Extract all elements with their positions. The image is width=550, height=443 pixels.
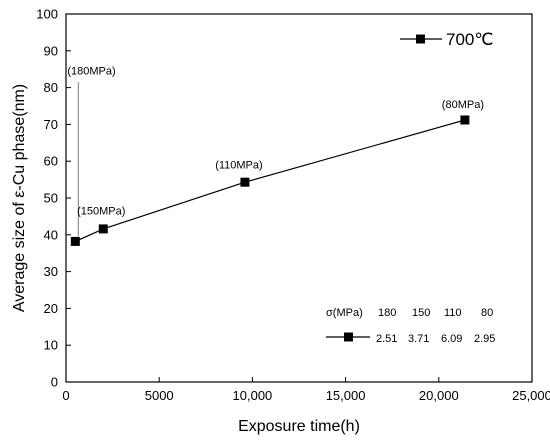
table-row-value: 3.71 [408, 333, 429, 345]
table-header-label: σ(MPa) [326, 307, 363, 319]
data-point-label: (180MPa) [67, 66, 115, 78]
y-tick-label: 100 [36, 7, 58, 22]
y-tick-label: 90 [44, 43, 58, 58]
y-tick-label: 80 [44, 80, 58, 95]
y-tick-label: 70 [44, 117, 58, 132]
x-tick-label: 15,000 [326, 388, 366, 403]
legend-label: 700℃ [446, 30, 493, 49]
x-tick-label: 25,000 [512, 388, 550, 403]
x-axis: 0 5000 10,000 15,000 20,000 25,000 [62, 377, 550, 403]
data-point-label: (150MPa) [77, 206, 125, 218]
data-point [460, 115, 470, 125]
data-point [70, 236, 80, 246]
y-tick-label: 30 [44, 264, 58, 279]
table-header-value: 110 [444, 307, 462, 319]
data-point [240, 177, 250, 187]
table-legend-marker [344, 332, 353, 342]
series-group: (180MPa) (150MPa) (110MPa) (80MPa) [67, 66, 484, 246]
legend: 700℃ [400, 30, 493, 49]
series-line [75, 119, 466, 242]
y-tick-label: 20 [44, 301, 58, 316]
table-row-value: 2.51 [376, 333, 397, 345]
y-tick-label: 10 [44, 338, 58, 353]
x-tick-label: 20,000 [419, 388, 459, 403]
y-axis: 0 10 20 30 40 50 60 70 80 90 100 [36, 7, 71, 390]
table-header-value: 80 [481, 307, 493, 319]
data-point [98, 224, 108, 234]
data-point-label: (80MPa) [442, 99, 484, 111]
x-tick-label: 5000 [145, 388, 174, 403]
y-tick-label: 60 [44, 154, 58, 169]
y-tick-label: 50 [44, 191, 58, 206]
data-point-label: (110MPa) [215, 160, 262, 172]
y-axis-title: Average size of ε-Cu phase(nm) [11, 84, 28, 312]
inset-table: σ(MPa) 180 150 110 80 2.51 3.71 6.09 2.9… [326, 307, 495, 345]
legend-marker [416, 34, 425, 44]
table-row-value: 6.09 [441, 333, 462, 345]
x-tick-label: 0 [62, 388, 69, 403]
table-row-value: 2.95 [474, 333, 495, 345]
y-tick-label: 40 [44, 227, 58, 242]
x-tick-label: 10,000 [233, 388, 273, 403]
plot-frame [65, 13, 533, 383]
x-axis-title: Exposure time(h) [238, 418, 360, 435]
table-header-value: 180 [378, 307, 396, 319]
table-header-value: 150 [412, 307, 430, 319]
y-tick-label: 0 [51, 375, 58, 390]
